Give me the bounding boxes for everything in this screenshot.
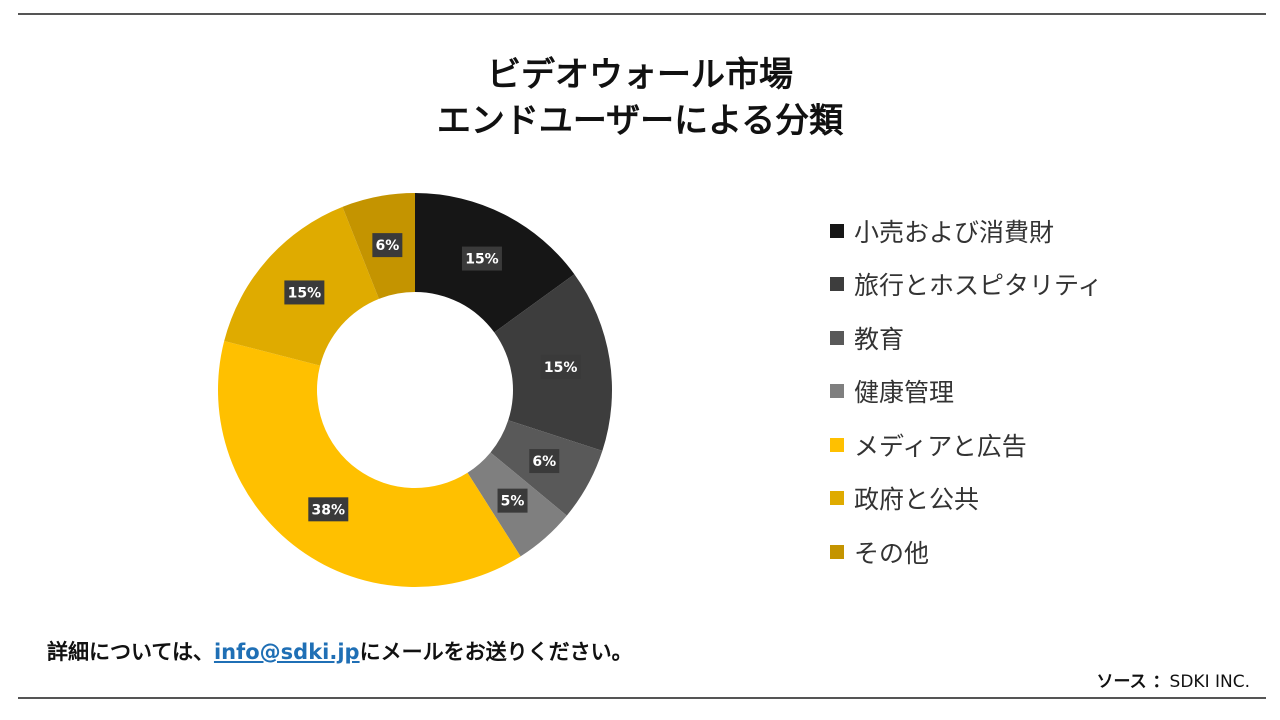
chart-title-line-2: エンドユーザーによる分類 — [436, 101, 844, 141]
data-label-6: 15% — [284, 280, 325, 305]
data-label-text: 15% — [465, 252, 499, 268]
source-label: ソース ： — [1096, 672, 1170, 692]
legend-item-6: 政府と公共 — [830, 472, 1250, 526]
contact-email-link[interactable]: info@sdki.jp — [213, 640, 360, 664]
legend-item-7: その他 — [830, 525, 1250, 579]
legend-label: 教育 — [854, 324, 905, 354]
data-label-box — [529, 449, 560, 474]
legend-swatch — [830, 437, 844, 452]
contact-suffix: にメールをお送りください。 — [359, 640, 633, 664]
legend-item-5: メディアと広告 — [830, 418, 1250, 472]
data-label-4: 5% — [497, 488, 528, 513]
data-label-3: 6% — [529, 449, 560, 474]
data-label-text: 15% — [544, 360, 578, 376]
data-label-text: 15% — [288, 285, 322, 301]
legend-swatch — [830, 384, 844, 399]
legend-label: その他 — [854, 538, 930, 568]
data-label-text: 6% — [375, 238, 399, 254]
chart-title-line-1: ビデオウォール市場 — [487, 55, 793, 95]
donut-chart: 15% 15% 6% 5% 38% 15% 6% — [218, 193, 612, 587]
legend-swatch — [830, 223, 844, 238]
legend-item-3: 教育 — [830, 311, 1250, 365]
legend-item-2: 旅行とホスピタリティ — [830, 258, 1250, 312]
top-divider — [18, 13, 1266, 15]
data-label-1: 15% — [461, 246, 502, 271]
legend-swatch — [830, 330, 844, 345]
data-label-box — [284, 280, 325, 305]
data-label-box — [461, 246, 502, 271]
legend-swatch — [830, 544, 844, 559]
legend-label: 政府と公共 — [854, 485, 980, 515]
legend-swatch — [830, 491, 844, 506]
data-label-text: 5% — [501, 494, 525, 510]
legend-swatch — [830, 277, 844, 292]
contact-line: 詳細については、info@sdki.jpにメールをお送りください。 — [47, 636, 633, 666]
legend-item-4: 健康管理 — [830, 365, 1250, 419]
data-label-text: 38% — [312, 502, 346, 518]
data-label-box — [308, 497, 349, 522]
legend-label: 小売および消費財 — [854, 217, 1055, 247]
chart-title: ビデオウォール市場 エンドユーザーによる分類 — [0, 52, 1280, 144]
source-value: SDKI INC. — [1169, 672, 1250, 692]
chart-legend: 小売および消費財旅行とホスピタリティ 教育健康管理メディアと広告 政府と公共その他 — [830, 204, 1250, 579]
data-label-7: 6% — [372, 233, 403, 258]
bottom-divider — [18, 697, 1266, 699]
data-label-box — [372, 233, 403, 258]
donut-slice-5 — [218, 341, 521, 587]
legend-label: メディアと広告 — [854, 431, 1027, 461]
legend-label: 旅行とホスピタリティ — [854, 271, 1103, 301]
data-label-box — [540, 354, 581, 379]
data-label-box — [497, 488, 528, 513]
source-line: ソース ：SDKI INC. — [1096, 667, 1250, 692]
legend-item-1: 小売および消費財 — [830, 204, 1250, 258]
data-label-text: 6% — [532, 454, 556, 470]
data-label-2: 15% — [540, 354, 581, 379]
data-label-5: 38% — [308, 497, 349, 522]
contact-prefix: 詳細については、 — [47, 640, 214, 664]
legend-label: 健康管理 — [854, 378, 955, 408]
